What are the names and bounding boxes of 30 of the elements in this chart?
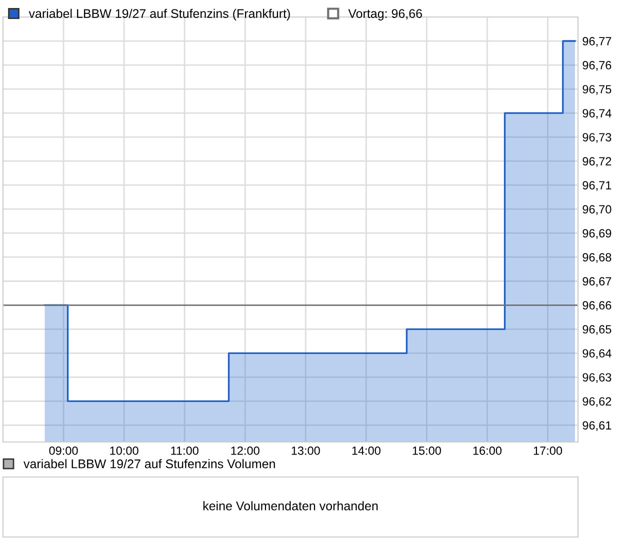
y-tick-label: 96,68 — [582, 253, 612, 263]
x-tick-label: 15:00 — [412, 446, 441, 455]
text: variabel LBBW 19/27 auf Stufenzins Volumen — [24, 459, 275, 468]
y-tick-label: 96,63 — [582, 373, 612, 383]
y-tick-label: 96,62 — [582, 397, 612, 407]
legend-label: variabel LBBW 19/27 auf Stufenzins (Frankfurt) — [28, 8, 290, 20]
y-tick-label: 96,72 — [582, 157, 612, 167]
y-tick-label: 96,69 — [582, 229, 612, 239]
x-tick-label: 17:00 — [534, 446, 562, 455]
x-tick-label: 16:00 — [473, 446, 502, 455]
y-tick-label: 96,75 — [582, 85, 612, 95]
y-tick-label: 96,64 — [582, 349, 612, 359]
x-tick-label: 14:00 — [352, 446, 380, 455]
y-tick-label: 96,61 — [582, 421, 612, 431]
y-tick-label: 96,70 — [582, 205, 612, 215]
x-tick-label: 10:00 — [110, 446, 138, 455]
y-tick-label: 96,74 — [582, 109, 612, 119]
legend-label: Vortag: 96,66 — [348, 9, 422, 20]
y-tick-label: 96,67 — [582, 277, 612, 287]
y-tick-label: 96,73 — [582, 133, 612, 143]
y-tick-label: 96,66 — [582, 301, 612, 311]
y-tick-label: 96,76 — [582, 61, 612, 71]
y-tick-label: 96,77 — [582, 37, 612, 47]
y-tick-label: 96,71 — [582, 181, 612, 191]
x-tick-label: 09:00 — [49, 446, 78, 455]
y-tick-label: 96,65 — [582, 325, 612, 335]
x-tick-label: 12:00 — [231, 446, 260, 455]
text: keine Volumendaten vorhanden — [203, 501, 378, 510]
x-tick-label: 13:00 — [292, 446, 320, 455]
x-tick-label: 11:00 — [171, 446, 198, 455]
